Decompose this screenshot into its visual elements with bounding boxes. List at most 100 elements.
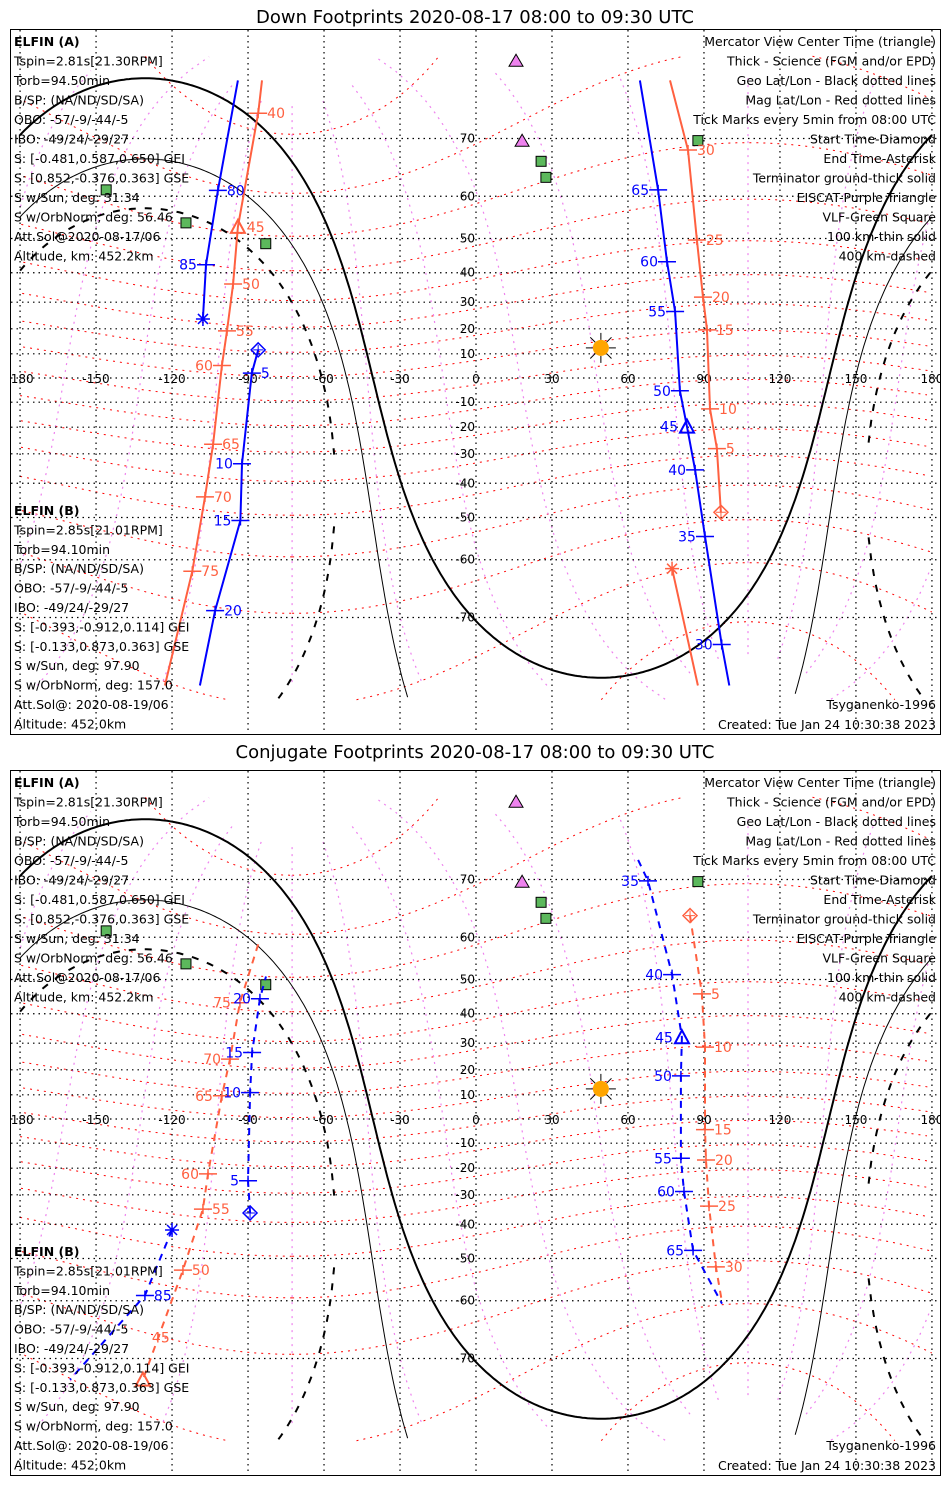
center-time-triangle-icon	[134, 1370, 152, 1387]
lat-tick-label: -10	[455, 395, 475, 409]
tick-label: 40	[645, 968, 663, 984]
lon-tick-label: -180	[6, 1113, 33, 1127]
mag-lon-line	[20, 56, 210, 563]
sun-icon	[592, 339, 609, 356]
track-elfin-b	[671, 568, 699, 686]
mag-lon-line	[492, 811, 691, 1415]
elfin-a-info-line: Att.Sol@2020-08-17/06	[14, 229, 160, 244]
tick-label: 15	[714, 1123, 732, 1139]
legend-item: End Time-Asterisk	[823, 892, 936, 907]
elfin-b-info-line: S w/OrbNorm, deg: 157.0	[14, 678, 173, 693]
elfin-a-info-line: S w/Sun, deg: 31.34	[14, 190, 140, 205]
sun-ray	[589, 353, 596, 359]
map-panel: -180 -150 -120 -90 -60 -30 0 30 60 90 120 150 180 70 6…	[6, 770, 943, 1476]
tick-label: 70	[203, 1052, 221, 1068]
tick-label: 50	[242, 277, 260, 293]
elfin-a-info-line: S: [0.852,-0.376,0.363] GSE	[14, 171, 189, 186]
end-asterisk-icon	[195, 311, 210, 326]
tick-label: 30	[697, 143, 715, 159]
elfin-a-heading: ELFIN (A)	[14, 34, 80, 49]
terminator-dashed	[19, 207, 336, 455]
tick-label: 70	[214, 490, 232, 506]
elfin-a-info-line: Att.Sol@2020-08-17/06	[14, 970, 160, 985]
elfin-a-info-line: IBO: -49/24/-29/27	[14, 873, 129, 888]
mag-lat-line	[812, 55, 931, 99]
legend-item: End Time-Asterisk	[823, 151, 936, 166]
legend-item: Mag Lat/Lon - Red dotted lines	[745, 834, 936, 849]
tick-label: 10	[719, 402, 737, 418]
mag-lat-line	[812, 796, 931, 840]
mag-lat-line	[292, 403, 928, 453]
lon-tick-label: 60	[620, 372, 635, 386]
tick-label: 10	[215, 457, 233, 473]
elfin-b-info-line: Altitude: 452.0km	[14, 1457, 126, 1472]
mag-lon-line	[321, 97, 422, 682]
end-asterisk-icon	[665, 561, 680, 576]
lon-tick-label: -150	[82, 1113, 109, 1127]
mag-lat-line	[292, 1015, 930, 1069]
vlf-square-icon	[260, 238, 272, 250]
elfin-a-heading: ELFIN (A)	[14, 775, 80, 790]
lon-tick-label: 180	[920, 1113, 943, 1127]
tick-label: 20	[233, 992, 251, 1008]
lon-tick-label: -60	[314, 372, 334, 386]
lat-tick-label: -70	[455, 610, 475, 624]
start-diamond-cross	[715, 507, 726, 518]
tick-label: 60	[657, 1184, 675, 1200]
lat-tick-label: 10	[460, 1088, 475, 1102]
mag-lat-line	[20, 395, 293, 427]
lat-tick-label: 30	[460, 295, 475, 309]
lat-tick-label: 50	[460, 232, 475, 246]
elfin-a-info-line: S w/OrbNorm, deg: 56.46	[14, 951, 173, 966]
tick-label: 40	[267, 106, 285, 122]
legend-item: Start Time-Diamond	[810, 132, 936, 147]
mag-lat-line	[600, 1362, 896, 1442]
elfin-b-info-line: IBO: -49/24/-29/27	[14, 1341, 129, 1356]
eiscat-triangle-icon	[508, 53, 524, 67]
tick-label: 5	[261, 366, 270, 382]
tick-label: 75	[213, 996, 231, 1012]
legend-item: Geo Lat/Lon - Black dotted lines	[737, 814, 936, 829]
mag-lon-line	[321, 838, 422, 1423]
lon-tick-label: 180	[920, 372, 943, 386]
mag-lon-line	[349, 823, 548, 1427]
center-time-triangle-icon	[229, 217, 247, 234]
eiscat-triangle-icon	[514, 874, 530, 888]
tick-label: 75	[201, 564, 219, 580]
track-elfin-b	[689, 915, 723, 1303]
legend-item: Terminator ground-thick solid	[752, 912, 936, 927]
sun-ray	[589, 336, 596, 343]
elfin-b-info-line: Torb=94.10min	[13, 542, 110, 557]
elfin-a-info-line: Altitude, km: 452.2km	[14, 990, 154, 1005]
mag-lat-line	[23, 841, 293, 935]
eiscat-triangle-icon	[514, 133, 530, 147]
mag-lat-line	[292, 455, 928, 516]
tick-label: 10	[223, 1086, 241, 1102]
mag-lat-line	[24, 1112, 293, 1143]
mag-lon-line	[20, 797, 210, 1304]
lat-tick-label: -60	[455, 553, 475, 567]
elfin-a-info-line: OBO: -57/-9/-44/-5	[14, 112, 128, 127]
track-elfin-a	[638, 80, 731, 686]
mag-lat-line	[292, 428, 929, 482]
mag-lat-line	[20, 446, 293, 482]
mag-lat-line	[292, 1225, 930, 1299]
mag-lat-line	[292, 1196, 928, 1257]
model-label: Tsyganenko-1996	[825, 697, 936, 712]
lat-tick-label: 30	[460, 1036, 475, 1050]
lon-tick-label: -180	[6, 372, 33, 386]
mag-lat-line	[145, 796, 293, 876]
map-frame	[10, 770, 941, 1476]
legend-item: Mercator View Center Time (triangle)	[704, 34, 936, 49]
lat-tick-label: 10	[460, 347, 475, 361]
track-elfin-b	[669, 80, 722, 513]
elfin-a-info-line: S: [-0.481,0.587,0.650] GEI	[14, 151, 185, 166]
elfin-b-info-line: OBO: -57/-9/-44/-5	[14, 1322, 128, 1337]
start-diamond-cross	[685, 910, 696, 921]
mag-lon-line	[374, 797, 666, 1441]
mag-lat-line	[23, 1002, 293, 1042]
mag-lon-line	[777, 74, 878, 659]
elfin-b-info-line: Altitude: 452.0km	[14, 716, 126, 731]
legend-item: Tick Marks every 5min from 08:00 UTC	[692, 853, 936, 868]
mag-lat-line	[292, 1070, 931, 1119]
